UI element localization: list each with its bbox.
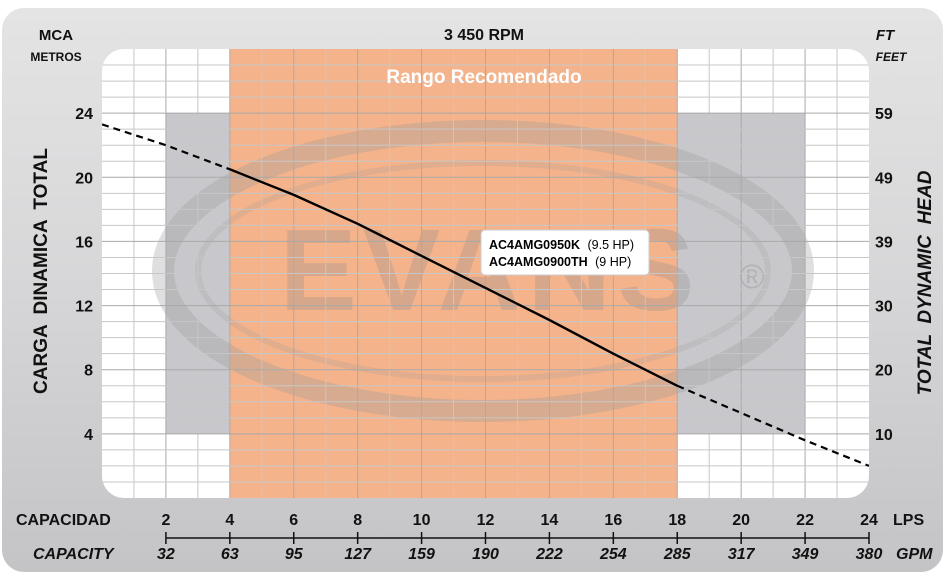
y-tick-label-right: 49	[875, 170, 893, 187]
y-tick-label-left: 8	[84, 363, 93, 380]
left-unit-bottom: METROS	[30, 50, 81, 64]
x-tick-label: 14	[541, 512, 559, 529]
watermark-registered-mark: ®	[739, 258, 764, 296]
x-tick-label: 8	[353, 512, 362, 529]
series-label-background	[480, 229, 650, 276]
x-tick-label: 12	[477, 512, 495, 529]
series-hp-1: (9.5 HP)	[588, 238, 635, 252]
x2-tick-label: 349	[792, 546, 819, 563]
x2-tick-label: 222	[535, 546, 563, 563]
x-tick-label: 22	[796, 512, 814, 529]
x2-tick-label: 127	[344, 546, 372, 563]
x-axis-primary-unit: LPS	[893, 512, 924, 529]
x-tick-label: 18	[668, 512, 686, 529]
x-tick-label: 4	[225, 512, 234, 529]
y-tick-label-left: 20	[75, 170, 93, 187]
x2-tick-label: 32	[157, 546, 175, 563]
x-axis-primary-title: CAPACIDAD	[16, 512, 111, 529]
x-tick-label: 10	[413, 512, 431, 529]
y-tick-label-right: 59	[875, 106, 893, 123]
performance-curve	[102, 123, 869, 467]
x-tick-label: 16	[604, 512, 622, 529]
y-tick-label-right: 20	[875, 363, 893, 380]
x2-tick-label: 95	[285, 546, 304, 563]
y-tick-label-left: 16	[75, 234, 93, 251]
y-axis-right-title: TOTAL DYNAMIC HEAD	[915, 170, 936, 395]
x-tick-label: 2	[161, 512, 170, 529]
x2-tick-label: 159	[408, 546, 435, 563]
series-model-1: AC4AMG0950K	[489, 238, 580, 252]
x2-tick-label: 63	[221, 546, 239, 563]
curve-dashed-left	[102, 123, 231, 171]
series-label-box: AC4AMG0950K (9.5 HP) AC4AMG0900TH (9 HP)	[480, 229, 650, 276]
x-axis: CAPACIDAD LPS CAPACITY GPM 2 32 4 63 6 95 8 127…	[16, 512, 933, 563]
x-axis-secondary-unit: GPM	[896, 546, 933, 563]
y-tick-label-left: 4	[84, 427, 93, 444]
x2-tick-label: 380	[856, 546, 883, 563]
curve-solid	[229, 168, 678, 387]
x-tick-label: 24	[860, 512, 878, 529]
y-tick-label-right: 30	[875, 299, 893, 316]
chart-title: 3 450 RPM	[444, 27, 524, 44]
y-tick-labels: 4 10 8 20 12 30 16 39 20 49 24 59	[75, 106, 893, 444]
series-label-line-2: AC4AMG0900TH (9 HP)	[489, 255, 631, 269]
y-axis-left-title: CARGA DINAMICA TOTAL	[31, 148, 52, 394]
y-tick-label-right: 39	[875, 234, 893, 251]
x2-tick-label: 254	[599, 546, 627, 563]
y-tick-label-right: 10	[875, 427, 893, 444]
watermark-outer-ring	[152, 120, 814, 422]
left-unit-top: MCA	[39, 27, 73, 44]
x2-tick-label: 190	[472, 546, 499, 563]
series-hp-2: (9 HP)	[595, 255, 631, 269]
x-tick-label: 20	[732, 512, 750, 529]
recommended-range-label: Rango Recomendado	[386, 67, 581, 88]
right-unit-bottom: FEET	[876, 50, 908, 64]
series-model-2: AC4AMG0900TH	[489, 255, 588, 269]
x-axis-secondary-title: CAPACITY	[33, 546, 115, 563]
x-tick-label: 6	[289, 512, 298, 529]
curve-dashed-right	[676, 384, 869, 467]
series-label-line-1: AC4AMG0950K (9.5 HP)	[489, 238, 634, 252]
right-unit-top: FT	[876, 27, 896, 44]
x2-tick-label: 317	[728, 546, 756, 563]
y-tick-label-left: 12	[75, 299, 93, 316]
grid-lines	[102, 49, 869, 498]
y-tick-label-left: 24	[75, 106, 93, 123]
x2-tick-label: 285	[663, 546, 692, 563]
